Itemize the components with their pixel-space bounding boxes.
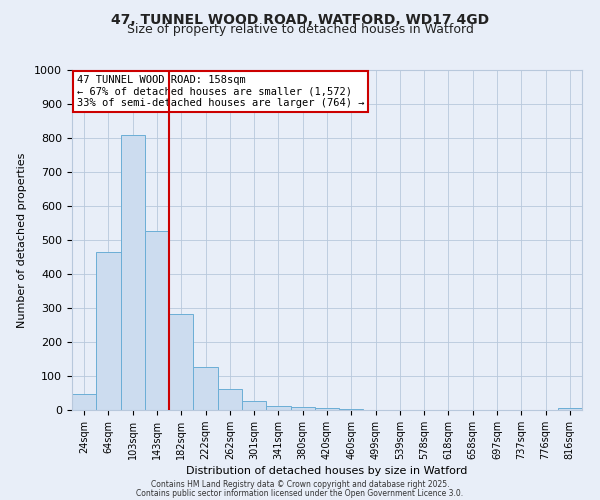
Y-axis label: Number of detached properties: Number of detached properties (17, 152, 28, 328)
Bar (193, 367, 218, 410)
Bar (72, 394, 96, 410)
Bar (145, 232, 169, 410)
Bar (218, 389, 242, 410)
Bar (315, 408, 339, 410)
Text: Contains HM Land Registry data © Crown copyright and database right 2025.: Contains HM Land Registry data © Crown c… (151, 480, 449, 489)
Bar (558, 408, 582, 410)
Text: 47 TUNNEL WOOD ROAD: 158sqm
← 67% of detached houses are smaller (1,572)
33% of : 47 TUNNEL WOOD ROAD: 158sqm ← 67% of det… (77, 75, 365, 108)
X-axis label: Distribution of detached houses by size in Watford: Distribution of detached houses by size … (187, 466, 467, 476)
Bar (266, 406, 290, 410)
Bar (121, 134, 145, 410)
Text: 47, TUNNEL WOOD ROAD, WATFORD, WD17 4GD: 47, TUNNEL WOOD ROAD, WATFORD, WD17 4GD (111, 12, 489, 26)
Text: Contains public sector information licensed under the Open Government Licence 3.: Contains public sector information licen… (136, 488, 464, 498)
Bar (96, 252, 121, 410)
Bar (169, 314, 193, 410)
Bar (242, 401, 266, 410)
Bar (290, 406, 315, 410)
Text: Size of property relative to detached houses in Watford: Size of property relative to detached ho… (127, 22, 473, 36)
